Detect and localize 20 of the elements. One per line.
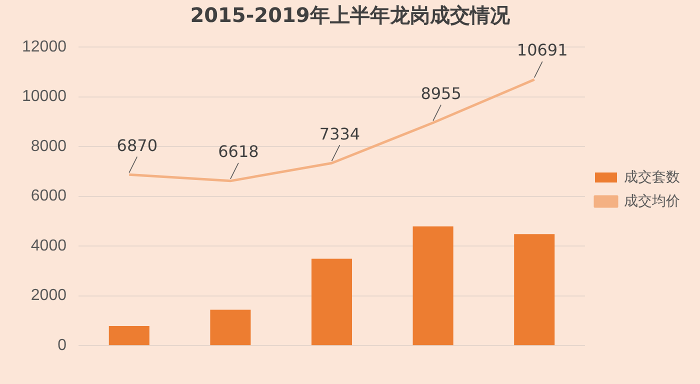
data-label: 10691 xyxy=(516,40,568,60)
bar xyxy=(514,234,555,346)
data-label: 6870 xyxy=(116,136,158,155)
data-label: 7334 xyxy=(319,124,360,144)
y-tick-label: 6000 xyxy=(30,188,67,205)
bar xyxy=(210,310,251,346)
legend-label: 成交套数 xyxy=(624,168,680,184)
y-tick-label: 0 xyxy=(58,337,67,354)
bar xyxy=(311,258,352,346)
y-tick-label: 10000 xyxy=(22,88,67,106)
legend-label: 成交均价 xyxy=(624,192,680,208)
y-tick-label: 8000 xyxy=(30,138,67,155)
y-tick-label: 4000 xyxy=(30,237,67,254)
data-label: 8955 xyxy=(420,84,462,103)
y-tick-label: 12000 xyxy=(22,38,67,56)
bar xyxy=(412,226,454,346)
chart-title: 2015-2019年上半年龙岗成交情况 xyxy=(190,3,511,28)
data-label: 6618 xyxy=(218,142,259,162)
bar xyxy=(108,326,150,346)
y-tick-label: 2000 xyxy=(30,287,67,304)
